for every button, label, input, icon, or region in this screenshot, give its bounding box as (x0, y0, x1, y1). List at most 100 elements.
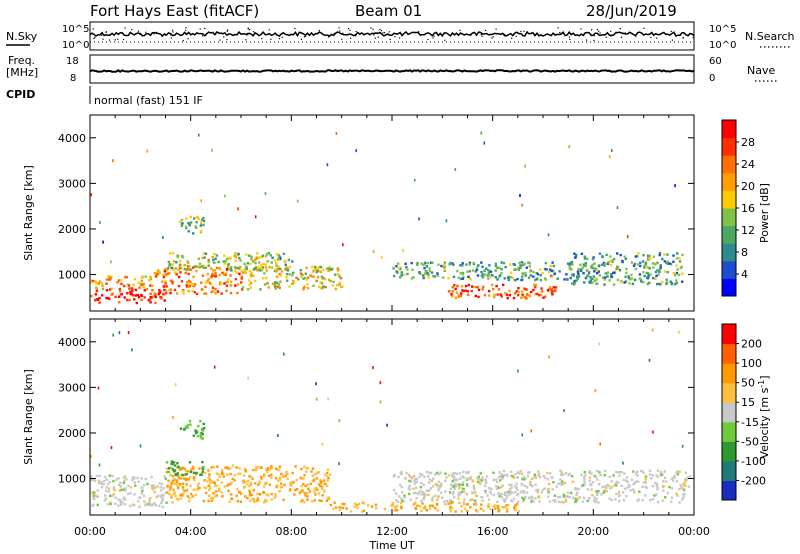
data-cell (268, 483, 271, 486)
data-cell (149, 503, 152, 507)
data-cell (440, 264, 443, 268)
data-cell (188, 223, 191, 227)
data-cell (171, 474, 175, 478)
data-cell (248, 494, 252, 497)
data-cell (252, 489, 255, 492)
data-cell (583, 481, 586, 484)
data-cell (189, 470, 193, 474)
data-cell (483, 294, 487, 297)
data-cell (495, 478, 498, 481)
nsearch-point (557, 27, 559, 29)
data-cell (229, 274, 232, 277)
nsearch-point (150, 34, 152, 36)
data-cell (229, 280, 233, 284)
data-cell (512, 497, 516, 500)
data-cell (573, 487, 577, 490)
data-cell (243, 262, 246, 266)
data-cell (415, 486, 418, 490)
data-cell (489, 508, 492, 511)
data-cell (472, 261, 475, 265)
data-cell (518, 261, 521, 264)
data-cell (220, 472, 224, 476)
data-cell (307, 487, 310, 491)
data-cell (418, 475, 421, 478)
data-cell (117, 279, 121, 282)
data-cell (155, 275, 158, 278)
data-cell (118, 295, 121, 298)
data-cell (629, 489, 632, 492)
data-cell (496, 500, 499, 504)
data-cell (505, 510, 509, 513)
data-cell (174, 473, 178, 477)
data-cell (401, 491, 404, 494)
data-cell (437, 263, 440, 266)
data-cell (534, 283, 537, 287)
nsearch-point (610, 30, 612, 32)
data-cell (177, 284, 181, 288)
data-cell (598, 342, 601, 346)
nsearch-point (153, 33, 155, 35)
data-cell (549, 268, 552, 271)
data-cell (209, 481, 212, 484)
data-cell (538, 500, 541, 503)
data-cell (526, 293, 529, 296)
data-cell (286, 279, 289, 282)
data-cell (534, 286, 537, 289)
data-cell (312, 275, 315, 278)
data-cell (127, 492, 130, 496)
data-cell (484, 491, 487, 494)
data-cell (95, 298, 99, 301)
data-cell (628, 282, 631, 285)
data-cell (644, 478, 647, 481)
data-cell (522, 491, 526, 494)
data-cell (662, 489, 665, 492)
data-cell (592, 256, 595, 259)
data-cell (659, 471, 663, 474)
data-cell (451, 472, 454, 476)
data-cell (466, 509, 469, 513)
data-cell (395, 270, 398, 273)
data-cell (678, 260, 682, 263)
data-cell (580, 473, 583, 477)
data-cell (471, 479, 475, 482)
data-cell (501, 484, 504, 487)
data-cell (219, 281, 222, 284)
data-cell (659, 283, 662, 286)
colorbar-tick-label: 100 (741, 357, 762, 370)
data-cell (484, 484, 487, 488)
data-cell (314, 268, 318, 271)
data-cell (172, 470, 176, 473)
data-cell (222, 260, 225, 263)
nsearch-point (226, 39, 228, 41)
data-cell (152, 295, 155, 298)
data-cell (437, 480, 440, 483)
data-cell (124, 498, 127, 501)
data-cell (454, 510, 457, 513)
data-cell (503, 493, 506, 497)
data-cell (517, 510, 521, 513)
data-cell (640, 469, 644, 473)
data-cell (105, 478, 108, 481)
data-cell (409, 480, 413, 483)
data-cell (571, 282, 574, 285)
data-cell (681, 487, 685, 491)
colorbar-segment (722, 480, 736, 501)
data-cell (410, 277, 414, 280)
data-cell (212, 481, 216, 484)
colorbar-segment (722, 460, 736, 481)
data-cell (267, 252, 271, 255)
data-cell (254, 215, 257, 219)
data-cell (507, 276, 510, 280)
data-cell (186, 423, 190, 427)
nsearch-point (568, 36, 570, 38)
data-cell (658, 270, 661, 274)
nsearch-point (492, 36, 494, 38)
x-tick-label: 04:00 (175, 525, 207, 538)
data-cell (188, 500, 191, 503)
colorbar-tick-label: 8 (741, 246, 748, 259)
data-cell (199, 435, 202, 438)
data-cell (269, 254, 272, 257)
data-cell (685, 478, 688, 481)
data-cell (99, 482, 103, 485)
data-cell (224, 273, 227, 276)
